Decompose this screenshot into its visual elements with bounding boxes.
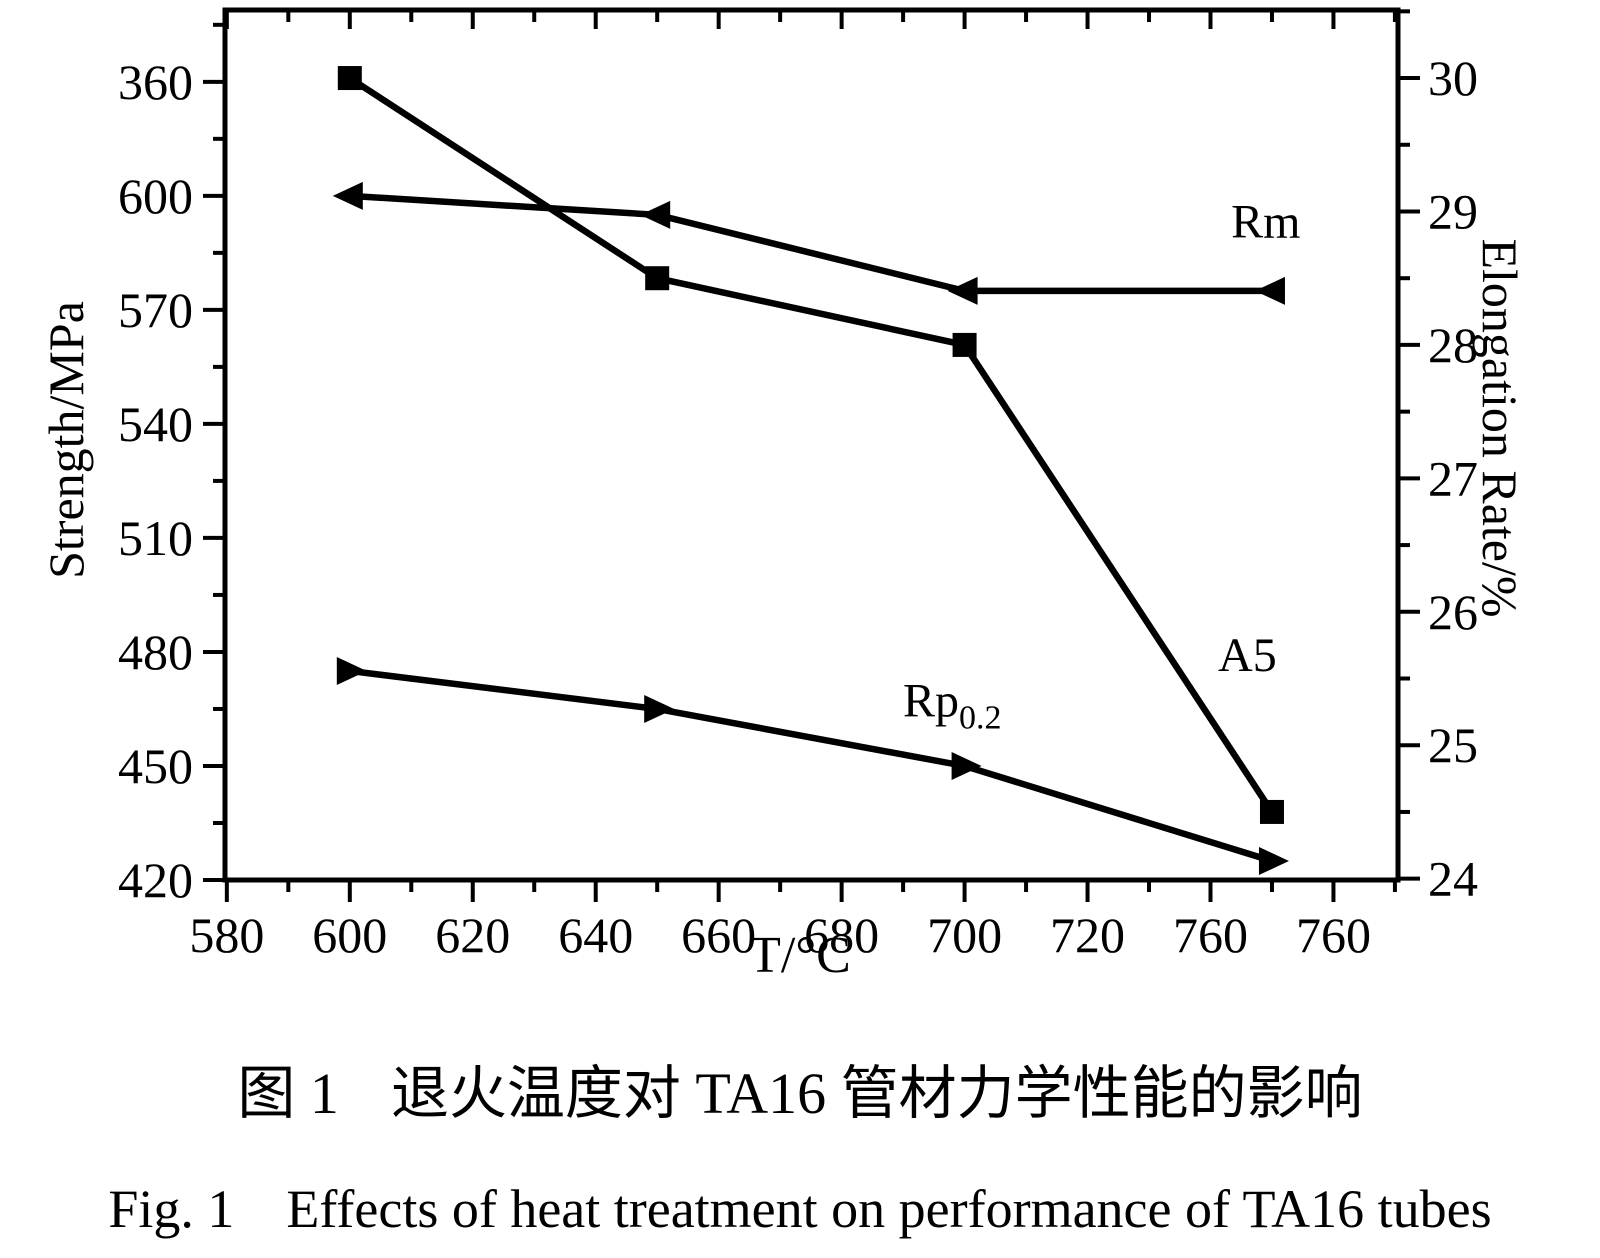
x-tick-label: 760 <box>1173 907 1248 963</box>
x-axis-ticks: 580 600 620 640 660 680 700 720 760 760 <box>189 10 1397 963</box>
series-Rm <box>332 181 1285 305</box>
left-axis-title: Strength/MPa <box>38 301 94 579</box>
marker-triangle-right <box>1258 846 1289 875</box>
y-left-tick-label: 570 <box>118 282 193 338</box>
figure-title-zh: 退火温度对 TA16 管材力学性能的影响 <box>390 1061 1363 1126</box>
marker-triangle-left <box>640 200 671 229</box>
marker-square <box>952 332 977 357</box>
x-tick-label: 760 <box>1296 907 1371 963</box>
x-axis-title: T/°C <box>749 927 851 984</box>
series-line <box>349 667 1273 865</box>
curve-label: Rp0.2 <box>903 675 1002 737</box>
figure-caption-zh: 图 1 退火温度对 TA16 管材力学性能的影响 <box>0 1046 1600 1130</box>
y-right-tick-label: 30 <box>1428 50 1478 106</box>
x-tick-label: 720 <box>1050 907 1125 963</box>
series-Rp0.2 <box>336 656 1289 875</box>
y-left-tick-label: 360 <box>118 54 193 110</box>
series-A5 <box>337 66 1284 824</box>
x-tick-label: 700 <box>927 907 1002 963</box>
marker-square <box>645 266 670 291</box>
y-left-tick-label: 450 <box>118 738 193 794</box>
x-tick-label: 660 <box>681 907 756 963</box>
y-right-tick-label: 24 <box>1428 851 1478 907</box>
x-tick-label: 580 <box>189 907 264 963</box>
x-tick-label: 640 <box>558 907 633 963</box>
marker-triangle-right <box>336 656 367 685</box>
marker-triangle-right <box>951 751 982 780</box>
marker-square <box>337 66 362 91</box>
curve-label: A5 <box>1218 629 1277 682</box>
series-line <box>349 192 1272 295</box>
series-line <box>348 75 1275 814</box>
y-left-tick-label: 480 <box>118 624 193 680</box>
y-right-tick-label: 28 <box>1428 317 1478 373</box>
y-right-tick-label: 27 <box>1428 450 1478 506</box>
figure-title-en: Effects of heat treatment on performance… <box>286 1179 1492 1239</box>
left-axis-ticks: 420 450 480 510 540 570 600 360 <box>118 22 225 908</box>
marker-square <box>1259 799 1284 824</box>
y-left-tick-label: 600 <box>118 168 193 224</box>
right-axis-title: Elongation Rate/% <box>1472 238 1528 618</box>
figure-caption-en: Fig. 1 Effects of heat treatment on perfo… <box>0 1178 1600 1240</box>
x-tick-label: 680 <box>804 907 879 963</box>
x-tick-label: 620 <box>435 907 510 963</box>
y-right-tick-label: 26 <box>1428 584 1478 640</box>
marker-triangle-right <box>644 694 675 723</box>
y-left-tick-label: 510 <box>118 510 193 566</box>
marker-triangle-left <box>332 181 363 210</box>
figure-number-en: Fig. 1 <box>108 1179 235 1239</box>
x-tick-label: 600 <box>312 907 387 963</box>
plot-frame <box>222 7 1401 883</box>
marker-triangle-left <box>947 276 978 305</box>
y-left-tick-label: 420 <box>118 852 193 908</box>
figure-number-zh: 图 1 <box>237 1061 339 1126</box>
y-right-tick-label: 25 <box>1428 717 1478 773</box>
y-right-tick-label: 29 <box>1428 183 1478 239</box>
right-axis-ticks: 24 25 26 27 28 29 30 <box>1398 9 1478 907</box>
curve-label: Rm <box>1231 196 1300 249</box>
y-left-tick-label: 540 <box>118 396 193 452</box>
chart: 580 600 620 640 660 680 700 720 760 7604204504805… <box>118 7 1478 963</box>
marker-triangle-left <box>1254 276 1285 305</box>
